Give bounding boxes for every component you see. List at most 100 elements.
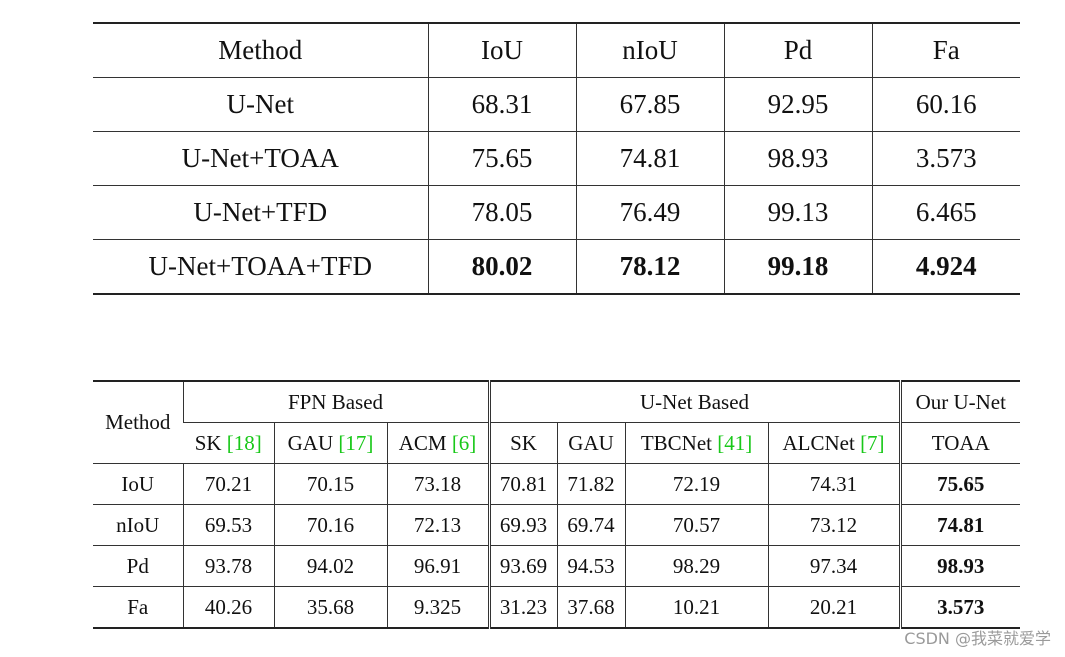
table-row: U-Net 68.31 67.85 92.95 60.16 (93, 77, 1020, 132)
cell: 4.924 (871, 239, 1020, 295)
row-label: Fa (93, 586, 183, 629)
cell: 70.16 (273, 504, 387, 546)
cell: 72.13 (386, 504, 490, 546)
cell: 94.53 (556, 545, 626, 587)
row-label: IoU (93, 463, 183, 505)
column-name: SK (194, 430, 222, 455)
cell: 98.93 (898, 545, 1021, 587)
cell: 76.49 (575, 185, 724, 240)
column-name: ALCNet (782, 430, 855, 455)
column-header: Method (93, 23, 428, 78)
watermark: CSDN @我菜就爱学 (904, 629, 1051, 648)
citation: [6] (451, 430, 477, 455)
column-header: ALCNet [7] (767, 422, 901, 464)
table-row: U-Net+TOAA+TFD 80.02 78.12 99.18 4.924 (93, 239, 1020, 295)
table-row: IoU 70.21 70.15 73.18 70.81 71.82 72.19 74.31 75… (93, 463, 1021, 505)
cell: 93.69 (487, 545, 558, 587)
citation: [7] (860, 430, 885, 455)
cell: 6.465 (871, 185, 1020, 240)
column-name: TOAA (931, 430, 990, 455)
cell: 68.31 (427, 77, 576, 132)
table-row: nIoU 69.53 70.16 72.13 69.93 69.74 70.57 73.12 7… (93, 504, 1021, 546)
cell: 70.57 (624, 504, 769, 546)
group-header: Our U-Net (898, 381, 1021, 423)
column-name: GAU (287, 430, 334, 455)
cell: 9.325 (386, 586, 490, 629)
citation: [41] (717, 430, 753, 455)
column-header: IoU (427, 23, 576, 78)
cell: 40.26 (182, 586, 274, 629)
cell: 60.16 (871, 77, 1020, 132)
cell: 70.15 (273, 463, 387, 505)
citation: [17] (338, 430, 374, 455)
row-label: U-Net+TOAA+TFD (93, 239, 428, 295)
comparison-table: Method FPN Based U-Net Based Our U-Net SK [1… (93, 380, 1021, 629)
cell: 98.93 (723, 131, 872, 186)
cell: 78.12 (575, 239, 724, 295)
cell: 74.81 (575, 131, 724, 186)
cell: 73.18 (386, 463, 490, 505)
row-label: Pd (93, 545, 183, 587)
column-header: ACM [6] (386, 422, 490, 464)
column-name: ACM (398, 430, 447, 455)
row-label: U-Net+TFD (93, 185, 428, 240)
column-name: GAU (568, 430, 614, 455)
cell: 74.31 (767, 463, 901, 505)
cell: 92.95 (723, 77, 872, 132)
table-row: Pd 93.78 94.02 96.91 93.69 94.53 98.29 97.34 98.… (93, 545, 1021, 587)
cell: 35.68 (273, 586, 387, 629)
column-header: GAU [17] (273, 422, 387, 464)
cell: 75.65 (898, 463, 1021, 505)
column-header: Fa (871, 23, 1020, 78)
cell: 67.85 (575, 77, 724, 132)
column-header: TOAA (898, 422, 1021, 464)
cell: 69.53 (182, 504, 274, 546)
table-row: U-Net+TOAA 75.65 74.81 98.93 3.573 (93, 131, 1020, 186)
cell: 3.573 (898, 586, 1021, 629)
cell: 69.74 (556, 504, 626, 546)
citation: [18] (226, 430, 262, 455)
group-header: U-Net Based (487, 381, 901, 423)
row-label: U-Net+TOAA (93, 131, 428, 186)
cell: 37.68 (556, 586, 626, 629)
cell: 78.05 (427, 185, 576, 240)
cell: 96.91 (386, 545, 490, 587)
cell: 20.21 (767, 586, 901, 629)
cell: 97.34 (767, 545, 901, 587)
column-header: SK [18] (183, 422, 274, 464)
column-header: GAU (556, 422, 626, 464)
cell: 31.23 (487, 586, 558, 629)
cell: 80.02 (427, 239, 576, 295)
cell: 93.78 (182, 545, 274, 587)
row-label: nIoU (93, 504, 183, 546)
table-row: U-Net+TFD 78.05 76.49 99.13 6.465 (93, 185, 1020, 240)
cell: 69.93 (487, 504, 558, 546)
column-name: SK (510, 430, 537, 455)
column-header: Pd (723, 23, 872, 78)
cell: 99.18 (723, 239, 872, 295)
subheader-row: SK [18] GAU [17] ACM [6] SK GAU TBCNet [41] AL… (93, 422, 1021, 464)
row-label: U-Net (93, 77, 428, 132)
cell: 74.81 (898, 504, 1021, 546)
method-header: Method (93, 381, 183, 464)
table-row: Fa 40.26 35.68 9.325 31.23 37.68 10.21 20.21 3.5… (93, 586, 1021, 629)
cell: 70.81 (487, 463, 558, 505)
cell: 3.573 (871, 131, 1020, 186)
cell: 70.21 (182, 463, 274, 505)
cell: 75.65 (427, 131, 576, 186)
column-header: nIoU (575, 23, 724, 78)
cell: 99.13 (723, 185, 872, 240)
column-header: SK (487, 422, 558, 464)
header-row: Method IoU nIoU Pd Fa (93, 23, 1020, 78)
group-row: Method FPN Based U-Net Based Our U-Net (93, 381, 1021, 464)
cell: 73.12 (767, 504, 901, 546)
column-header: TBCNet [41] (624, 422, 769, 464)
group-header: FPN Based (182, 381, 490, 423)
cell: 94.02 (273, 545, 387, 587)
cell: 71.82 (556, 463, 626, 505)
cell: 10.21 (624, 586, 769, 629)
column-name: TBCNet (640, 430, 712, 455)
ablation-table: Method IoU nIoU Pd Fa U-Net 68.31 67.85 92.95 60.… (93, 22, 1020, 295)
cell: 72.19 (624, 463, 769, 505)
